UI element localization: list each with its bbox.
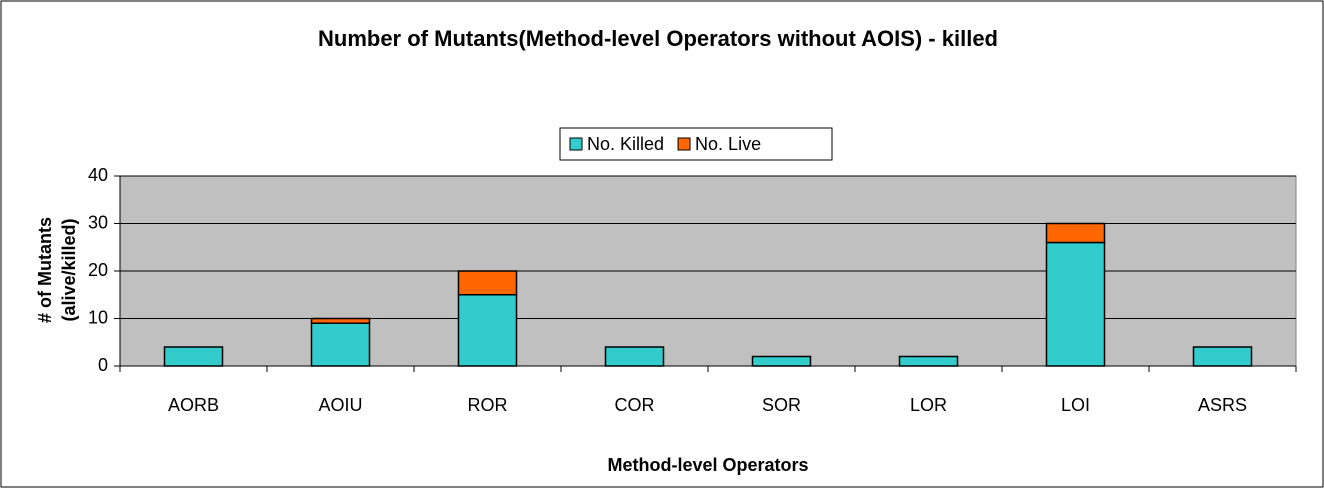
x-tick-label: AOIU [318,395,362,415]
bar [898,355,959,367]
y-tick-label: 40 [88,165,108,185]
bar [163,346,224,367]
legend-label: No. Live [695,134,761,154]
y-tick-label: 30 [88,212,108,232]
bar [310,317,371,324]
x-tick-label: LOI [1061,395,1090,415]
x-tick-label: ROR [468,395,508,415]
bar [1045,241,1106,367]
y-tick-label: 10 [88,307,108,327]
bar [310,322,371,367]
y-axis-label: (alive/killed) [59,218,79,321]
bar [1192,346,1253,367]
x-axis-label: Method-level Operators [607,455,808,475]
bar [1045,222,1106,244]
x-tick-label: COR [615,395,655,415]
x-tick-label: ASRS [1198,395,1247,415]
x-tick-label: SOR [762,395,801,415]
bar [751,355,812,367]
bar [457,270,518,296]
x-tick-label: AORB [168,395,219,415]
bar [457,294,518,367]
legend-swatch [569,137,583,151]
bar [604,346,665,367]
y-tick-label: 20 [88,260,108,280]
legend-label: No. Killed [587,134,664,154]
y-tick-label: 0 [98,355,108,375]
y-axis-label: # of Mutants [35,217,55,323]
x-tick-label: LOR [910,395,947,415]
chart-title: Number of Mutants(Method-level Operators… [318,26,998,51]
legend-box [559,127,833,161]
legend-swatch [677,137,691,151]
